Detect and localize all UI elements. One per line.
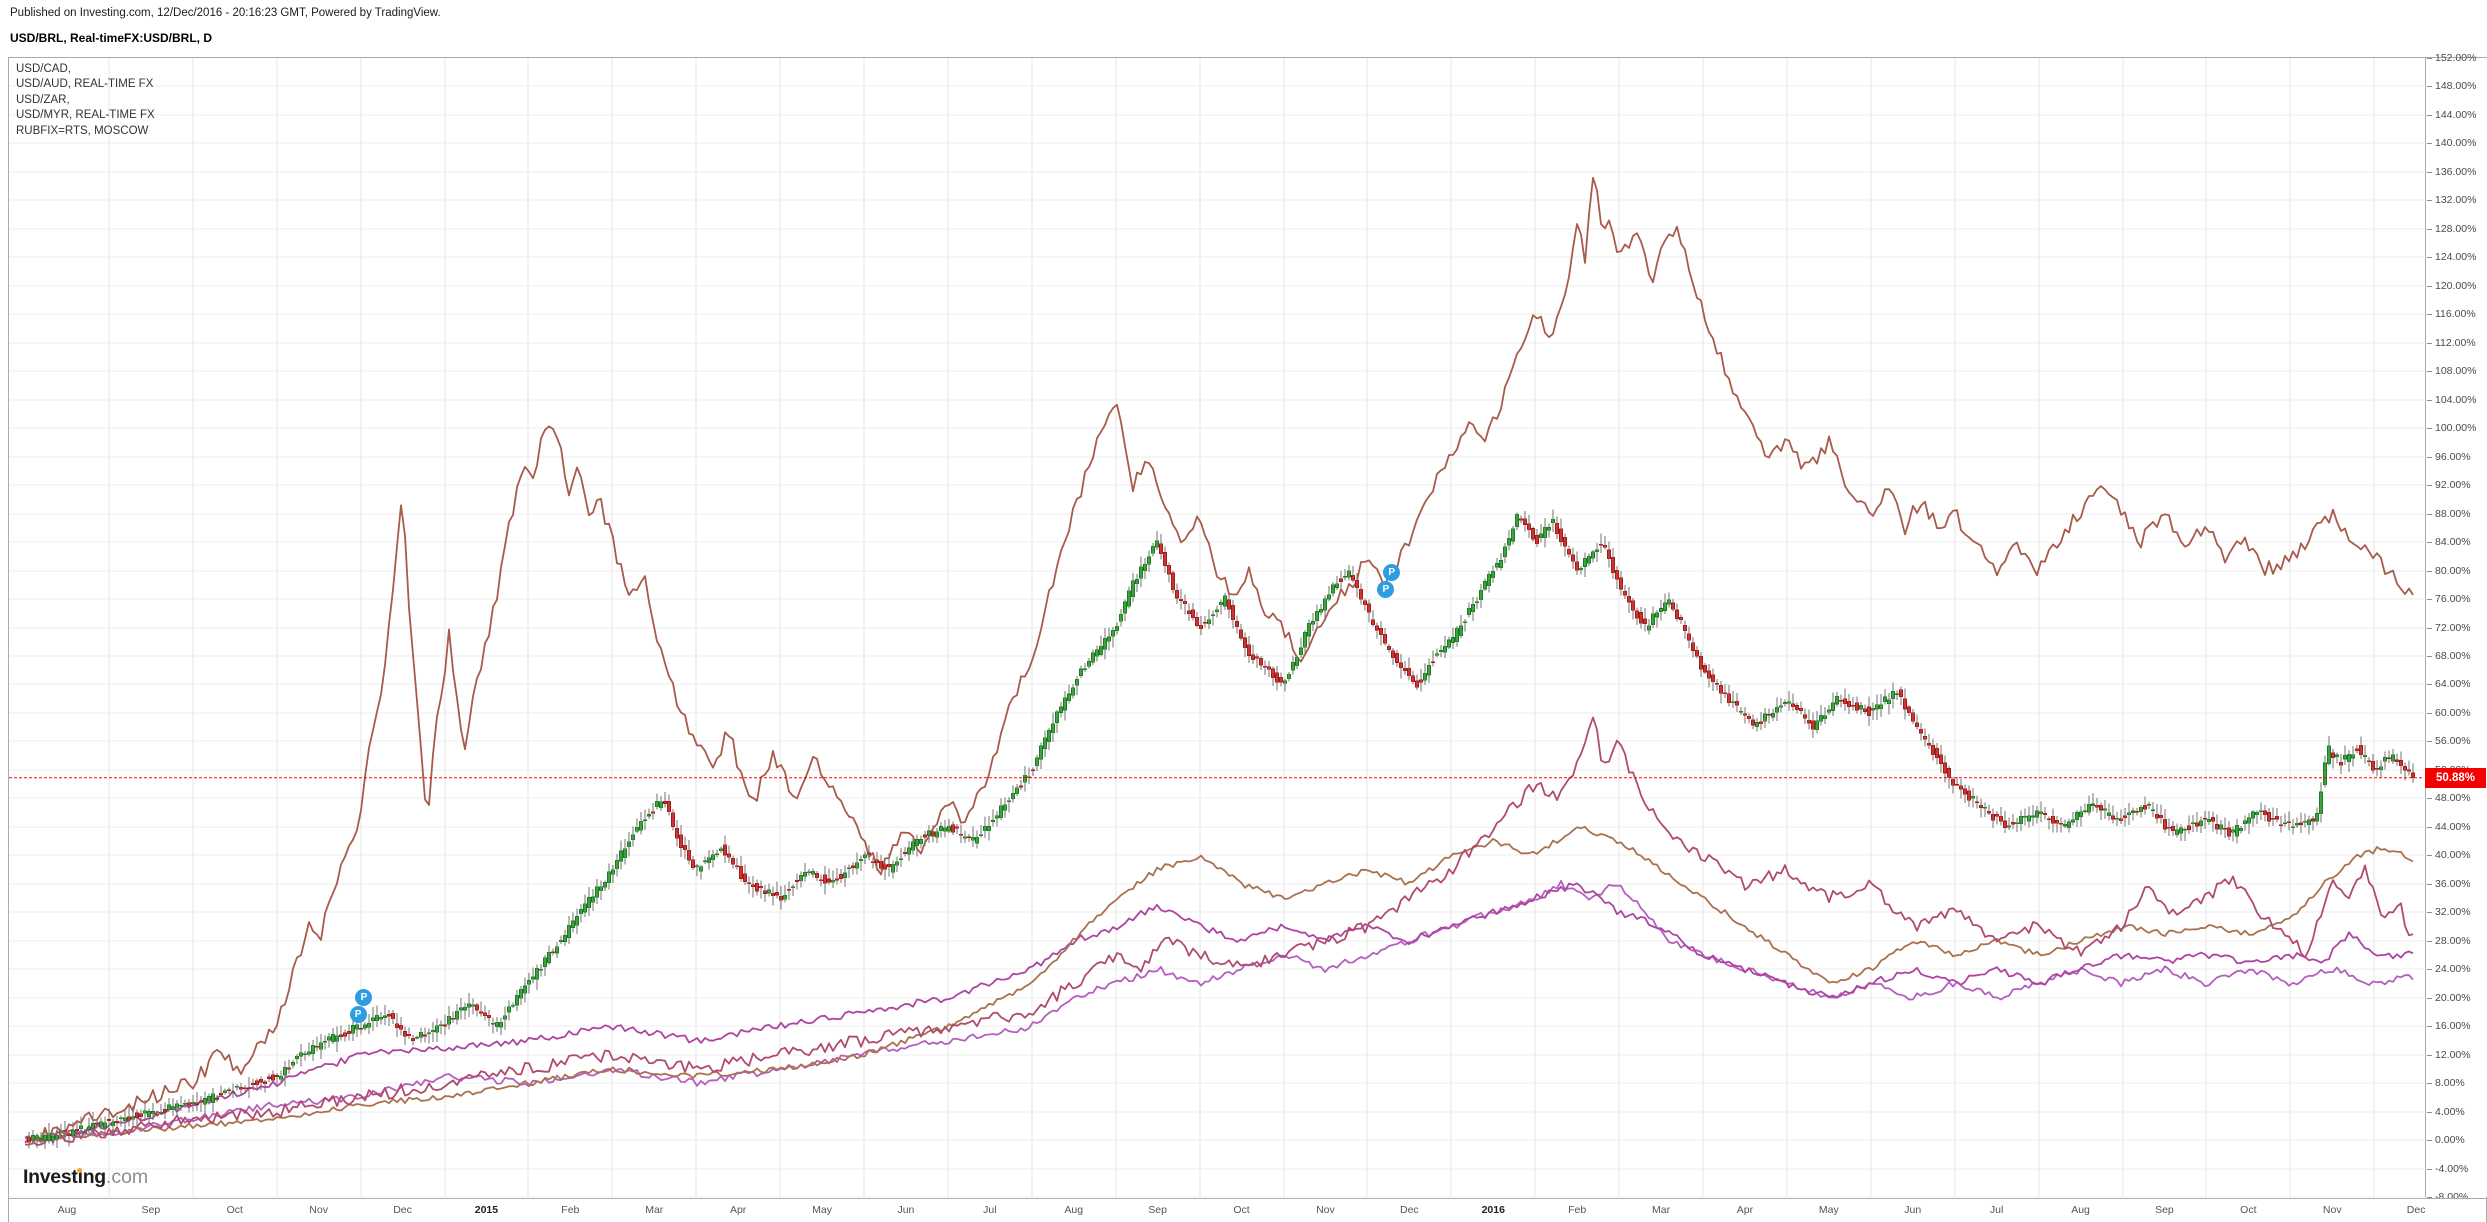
y-axis-label: 120.00% [2426,279,2477,292]
y-axis-label: 64.00% [2427,678,2471,691]
x-axis-label: Oct [226,1204,243,1216]
line-series-rubfix-rts [24,176,2414,1146]
y-axis-label: 12.00% [2427,1048,2471,1061]
y-axis-label: 92.00% [2427,479,2471,492]
y-axis-label: 108.00% [2426,365,2477,378]
x-axis-label: Jul [1989,1204,2004,1216]
y-axis-label: 132.00% [2426,194,2477,207]
y-axis-label: 16.00% [2427,1020,2471,1033]
idea-marker[interactable]: P [1383,564,1401,582]
x-axis-label: Oct [1233,1204,1250,1216]
x-axis-label: Aug [57,1204,77,1216]
legend-line: USD/AUD, REAL-TIME FX [16,78,154,91]
y-axis-label: 100.00% [2426,422,2477,435]
y-axis-label: -4.00% [2426,1162,2469,1175]
x-axis-label: Jun [897,1204,915,1216]
x-axis-label: Mar [1652,1204,1671,1216]
y-axis-label: 124.00% [2426,251,2477,264]
legend-line: USD/MYR, REAL-TIME FX [16,109,155,122]
x-axis-label: 2016 [1481,1204,1505,1216]
x-axis-label: Aug [1064,1204,1084,1216]
x-axis-label: Feb [1568,1204,1587,1216]
x-axis-label: Sep [141,1204,161,1216]
x-axis-label: Oct [2240,1204,2257,1216]
line-series-usd-zar [24,716,2414,1146]
x-axis-label: Nov [2322,1204,2342,1216]
line-series-usd-myr [24,826,2414,1144]
legend-line: USD/CAD, [16,63,71,75]
x-axis-label: Dec [1400,1204,1419,1216]
symbol-title: USD/BRL, Real-timeFX:USD/BRL, D [10,31,213,45]
y-axis-label: 24.00% [2427,963,2471,976]
candlestick-series-usd-brl [27,509,2415,1149]
y-axis-label: 84.00% [2427,536,2471,549]
last-price-label: 50.88% [2425,767,2486,788]
chart-canvas [9,58,2424,1197]
y-axis-label: 140.00% [2426,137,2477,150]
x-axis-label: Feb [561,1204,580,1216]
x-axis-label: Apr [729,1204,747,1216]
y-axis-label: 136.00% [2426,165,2477,178]
y-axis-label: 88.00% [2427,507,2471,520]
logo-text: Investing [23,1166,106,1188]
y-axis-label: 72.00% [2427,621,2471,634]
y-axis-label: 148.00% [2426,80,2477,93]
y-axis-label: 80.00% [2427,564,2471,577]
y-axis-label: 40.00% [2427,849,2471,862]
y-axis-label: 112.00% [2427,336,2476,349]
investing-logo[interactable]: Investing.com [23,1166,148,1189]
price-axis[interactable]: 152.00% 148.00% 144.00% 140.00% 136.00% 132.0… [2425,52,2487,1203]
idea-marker[interactable]: P [355,989,373,1007]
y-axis-label: 32.00% [2427,906,2471,919]
y-axis-label: 60.00% [2427,706,2471,719]
x-axis-label: Sep [2155,1204,2174,1216]
legend-line: USD/ZAR, [16,93,70,106]
y-axis-label: 4.00% [2427,1105,2465,1118]
x-axis-label: Aug [2071,1204,2090,1216]
y-axis-label: 20.00% [2427,991,2471,1004]
y-axis-label: 28.00% [2427,934,2471,947]
legend: USD/CAD, USD/AUD, REAL-TIME FX USD/ZAR, USD… [16,62,155,139]
line-series-usd-cad [24,880,2414,1143]
y-axis-label: 48.00% [2427,792,2471,805]
published-line: Published on Investing.com, 12/Dec/2016 … [10,7,441,19]
x-axis-label: Nov [1316,1204,1335,1216]
x-axis-label: May [1818,1204,1839,1216]
y-axis-label: 152.00% [2426,52,2477,64]
y-axis-label: 44.00% [2427,820,2471,833]
idea-marker[interactable]: P [1377,580,1395,598]
idea-marker[interactable]: P [349,1005,367,1023]
x-axis-label: Sep [1148,1204,1167,1216]
y-axis-label: 144.00% [2426,108,2477,121]
logo-suffix: .com [105,1166,149,1188]
y-axis-label: 76.00% [2427,593,2471,606]
x-axis-label: Jun [1904,1204,1922,1216]
y-axis-label: 0.00% [2427,1134,2465,1147]
y-axis-label: 116.00% [2427,308,2476,321]
x-axis-label: Jul [983,1204,997,1216]
x-axis-label: Dec [2406,1204,2426,1216]
x-axis-label: Mar [645,1204,664,1216]
x-axis-label: May [812,1204,832,1216]
x-axis-label: Dec [393,1204,412,1216]
y-axis-label: 104.00% [2426,393,2477,406]
grid [9,58,2424,1197]
line-series-usd-aud [24,882,2414,1144]
y-axis-label: 36.00% [2427,877,2471,890]
logo-orange-dot: i [77,1166,83,1188]
x-axis-label: Apr [1736,1204,1754,1216]
y-axis-label: 68.00% [2427,649,2471,662]
y-axis-label: 128.00% [2426,222,2477,235]
x-axis-label: 2015 [474,1204,499,1216]
y-axis-label: 96.00% [2427,450,2471,463]
y-axis-label: 56.00% [2427,735,2471,748]
legend-line: RUBFIX=RTS, MOSCOW [16,124,149,137]
y-axis-label: 8.00% [2427,1077,2465,1090]
x-axis-label: Nov [309,1204,328,1216]
time-axis[interactable]: Aug Sep Oct Nov Dec 2015 Feb Mar Apr May Jun Jul Aug… [9,1198,2486,1222]
